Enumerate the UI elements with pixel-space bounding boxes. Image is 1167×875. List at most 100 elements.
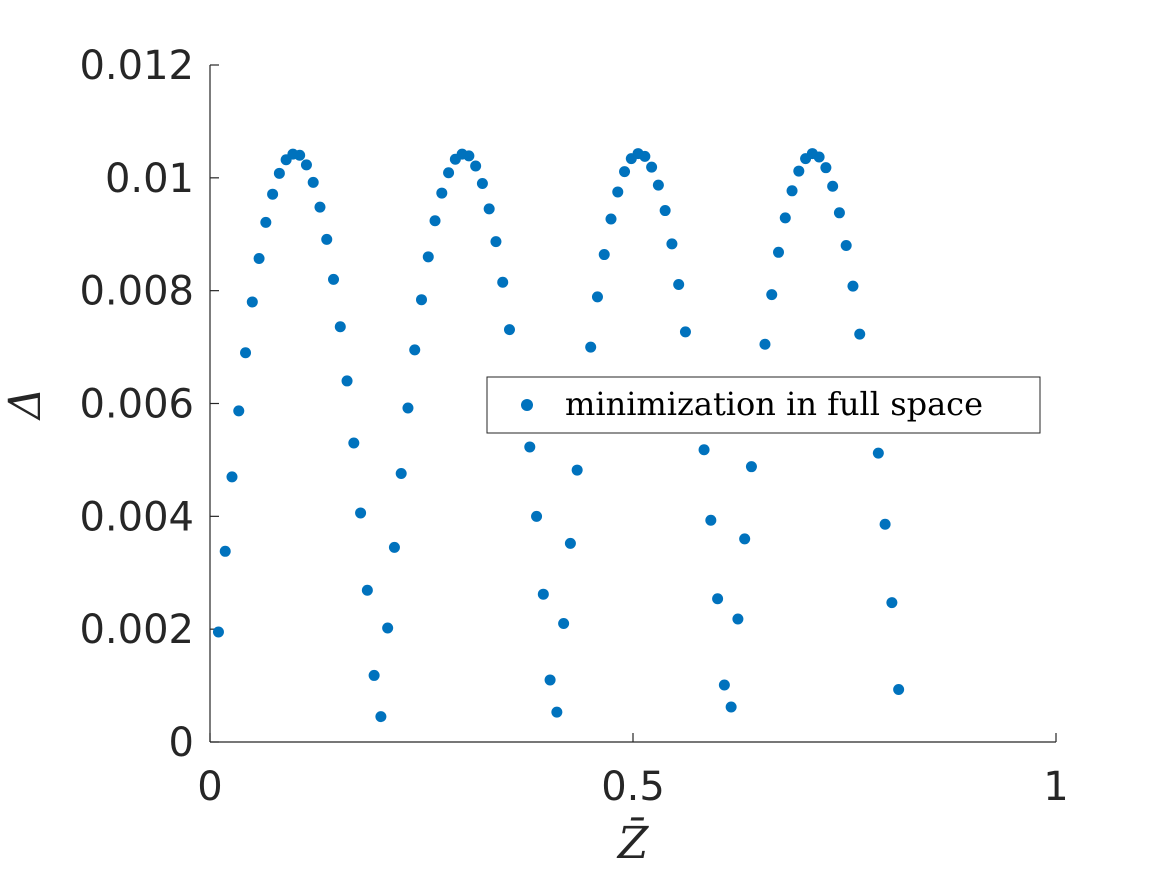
legend: minimization in full space [486,376,1041,434]
data-point [314,201,326,213]
data-point [718,679,730,691]
x-tick-label: 1 [1043,764,1068,810]
data-point [240,347,252,359]
data-point [612,186,624,198]
data-point [679,326,691,338]
data-point [476,177,488,189]
data-point [766,289,778,301]
y-tick-label: 0.012 [79,43,194,89]
data-point [551,706,563,718]
data-point [605,213,617,225]
data-point [422,251,434,263]
y-ticks: 0 0.002 0.004 0.006 0.008 0.01 0.012 [79,43,219,766]
data-point [773,246,785,258]
data-point [833,207,845,219]
legend-label: minimization in full space [565,385,983,423]
data-point [646,161,658,173]
legend-box [486,376,1041,434]
data-point [524,441,536,453]
data-point [537,588,549,600]
x-ticks: 0 0.5 1 [197,733,1069,810]
y-tick-label: 0.004 [79,494,194,540]
data-point [294,149,306,161]
y-tick-label: 0 [169,720,194,766]
data-point [361,584,373,596]
data-point [847,280,859,292]
data-point [436,187,448,199]
data-point [725,701,737,713]
data-point [348,437,360,449]
data-point [395,467,407,479]
data-point [619,166,631,178]
data-point [334,321,346,333]
data-point [666,238,678,250]
data-point [827,180,839,192]
data-point [639,150,651,162]
data-point [793,165,805,177]
data-point [840,240,852,252]
x-tick-label: 0.5 [601,764,665,810]
data-point [497,276,509,288]
data-point [226,471,238,483]
data-point [388,541,400,553]
data-point [470,160,482,172]
data-point [341,375,353,387]
data-point [893,684,905,696]
data-point [233,405,245,417]
data-point [598,249,610,261]
y-axis-label: Δ [0,388,51,422]
data-point [854,328,866,340]
data-point [443,167,455,179]
data-point [490,236,502,248]
x-tick-label: 0 [197,764,222,810]
data-point [813,151,825,163]
data-point [219,545,231,557]
data-point [328,273,340,285]
data-point [429,215,441,227]
data-point [879,518,891,530]
data-point [673,278,685,290]
data-point [382,622,394,634]
y-tick-label: 0.002 [79,607,194,653]
data-point [591,291,603,303]
data-point [321,233,333,245]
data-point [886,597,898,609]
data-point [652,179,664,191]
data-point [246,296,258,308]
data-point [872,447,884,459]
data-point [260,216,272,228]
data-point [558,618,570,630]
data-point [820,162,832,174]
data-point [544,674,556,686]
data-point [564,537,576,549]
data-point [267,188,279,200]
data-point [300,159,312,171]
data-point [409,344,421,356]
data-point [531,510,543,522]
y-tick-label: 0.01 [105,156,194,202]
data-point [483,203,495,215]
data-point [273,167,285,179]
data-point [368,669,380,681]
data-point [503,324,515,336]
data-point [732,613,744,625]
data-point [571,464,583,476]
data-point [212,626,224,638]
data-point [739,533,751,545]
data-point [416,294,427,306]
data-point [463,150,475,162]
y-tick-label: 0.006 [79,382,194,428]
data-point [307,176,319,188]
data-point [705,514,717,526]
data-point [375,711,387,723]
data-point [355,507,367,519]
x-axis-label: Z̄ [616,816,650,869]
data-point [402,402,414,414]
data-point [659,205,671,217]
data-point [745,461,757,473]
data-point [759,338,771,350]
legend-marker [521,399,533,411]
y-tick-label: 0.008 [79,269,194,315]
